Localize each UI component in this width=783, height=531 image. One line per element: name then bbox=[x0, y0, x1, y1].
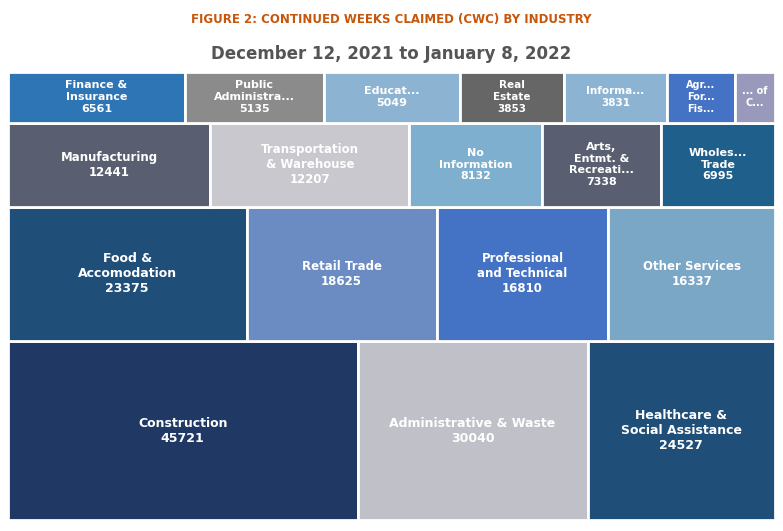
Bar bbox=[8, 341, 358, 520]
Bar bbox=[542, 123, 661, 207]
Text: FIGURE 2: CONTINUED WEEKS CLAIMED (CWC) BY INDUSTRY: FIGURE 2: CONTINUED WEEKS CLAIMED (CWC) … bbox=[191, 13, 592, 26]
Bar bbox=[667, 72, 734, 123]
Text: No
Information
8132: No Information 8132 bbox=[438, 148, 512, 181]
Text: Food &
Accomodation
23375: Food & Accomodation 23375 bbox=[78, 252, 177, 295]
Text: Wholes...
Trade
6995: Wholes... Trade 6995 bbox=[689, 148, 748, 181]
Text: Finance &
Insurance
6561: Finance & Insurance 6561 bbox=[65, 81, 128, 114]
Text: Other Services
16337: Other Services 16337 bbox=[643, 260, 741, 288]
Bar bbox=[211, 123, 410, 207]
Text: Healthcare &
Social Assistance
24527: Healthcare & Social Assistance 24527 bbox=[621, 409, 742, 452]
Bar bbox=[608, 207, 775, 341]
Text: Informa...
3831: Informa... 3831 bbox=[586, 87, 644, 108]
Bar bbox=[247, 207, 437, 341]
Text: Real
Estate
3853: Real Estate 3853 bbox=[493, 81, 531, 114]
Text: Public
Administra...
5135: Public Administra... 5135 bbox=[214, 81, 294, 114]
Text: Educat...
5049: Educat... 5049 bbox=[364, 87, 420, 108]
Text: ... of
C...: ... of C... bbox=[742, 87, 767, 108]
Bar bbox=[587, 341, 775, 520]
Text: Agr...
For...
Fis...: Agr... For... Fis... bbox=[687, 81, 716, 114]
Bar bbox=[564, 72, 667, 123]
Bar bbox=[410, 123, 542, 207]
Bar bbox=[358, 341, 587, 520]
Bar bbox=[437, 207, 608, 341]
Text: Construction
45721: Construction 45721 bbox=[138, 417, 228, 445]
Text: Transportation
& Warehouse
12207: Transportation & Warehouse 12207 bbox=[261, 143, 359, 186]
Text: Arts,
Entmt. &
Recreati...
7338: Arts, Entmt. & Recreati... 7338 bbox=[569, 142, 634, 187]
Bar bbox=[323, 72, 460, 123]
Text: Manufacturing
12441: Manufacturing 12441 bbox=[60, 151, 157, 178]
Bar bbox=[460, 72, 564, 123]
Bar bbox=[8, 207, 247, 341]
Text: Retail Trade
18625: Retail Trade 18625 bbox=[301, 260, 381, 288]
Text: Professional
and Technical
16810: Professional and Technical 16810 bbox=[478, 252, 568, 295]
Text: Administrative & Waste
30040: Administrative & Waste 30040 bbox=[389, 417, 556, 445]
Bar bbox=[734, 72, 775, 123]
Bar bbox=[185, 72, 323, 123]
Bar bbox=[661, 123, 775, 207]
Bar bbox=[8, 123, 211, 207]
Text: December 12, 2021 to January 8, 2022: December 12, 2021 to January 8, 2022 bbox=[211, 45, 572, 63]
Bar bbox=[8, 72, 185, 123]
